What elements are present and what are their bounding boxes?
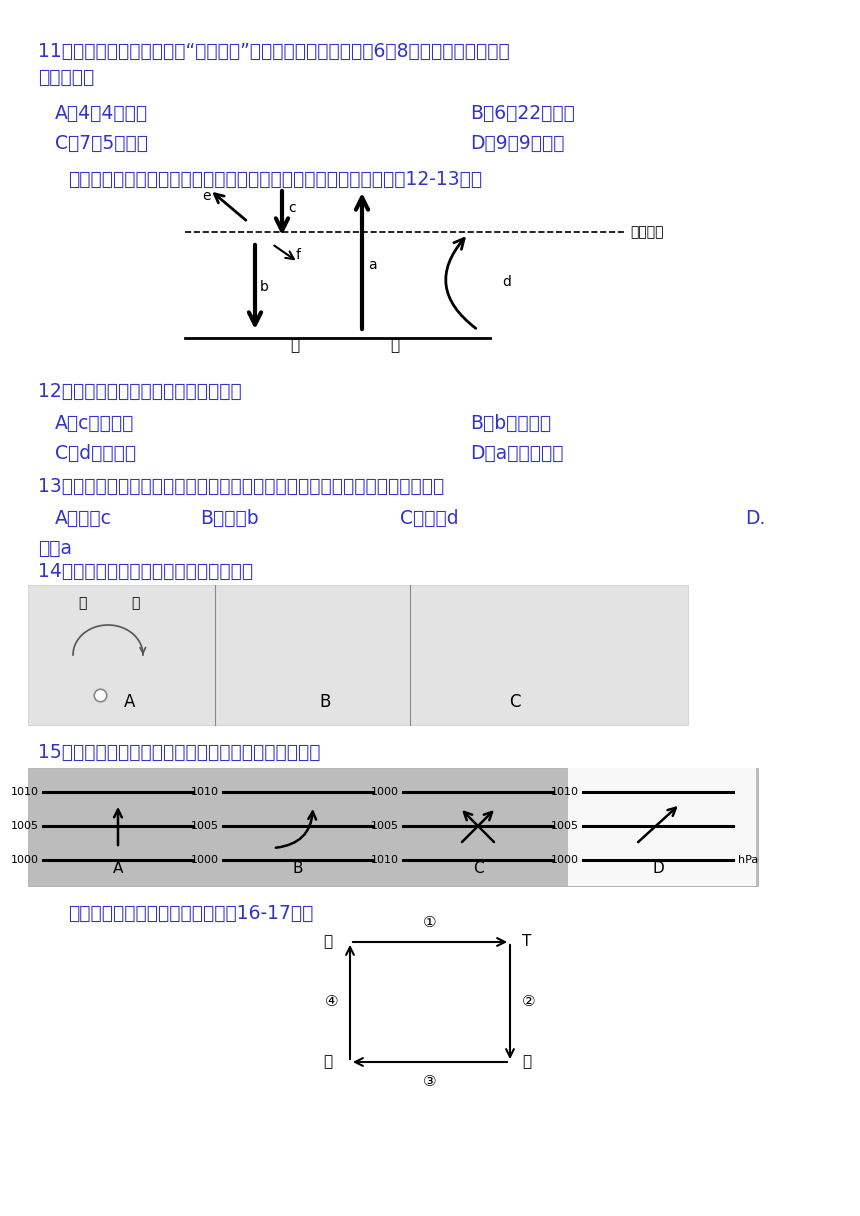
Text: 1005: 1005 — [371, 821, 399, 831]
Text: A．c太阳辐射: A．c太阳辐射 — [55, 413, 134, 433]
Text: C．d地面辐射: C．d地面辐射 — [55, 444, 136, 463]
Text: D．9月9日前后: D．9月9日前后 — [470, 134, 564, 153]
Text: 1000: 1000 — [371, 787, 399, 796]
Text: B．b大气辐射: B．b大气辐射 — [470, 413, 551, 433]
Text: 甲: 甲 — [322, 1054, 332, 1070]
Text: 乙: 乙 — [522, 1054, 531, 1070]
Text: 1010: 1010 — [371, 855, 399, 865]
Text: ②: ② — [522, 995, 536, 1009]
Text: 陆: 陆 — [77, 596, 86, 610]
Text: 地: 地 — [291, 338, 299, 353]
Text: C: C — [473, 861, 483, 876]
Text: ④: ④ — [324, 995, 338, 1009]
Text: e: e — [202, 188, 211, 203]
Text: hPa: hPa — [738, 855, 759, 865]
Text: D．a大气逆辐射: D．a大气逆辐射 — [470, 444, 563, 463]
Text: 1000: 1000 — [191, 855, 219, 865]
Text: 12．近地面大气主要的、直接热量来自: 12．近地面大气主要的、直接热量来自 — [38, 382, 242, 401]
Text: 15．下列四副图中，能正确表示南半球近地面风向的是: 15．下列四副图中，能正确表示南半球近地面风向的是 — [38, 743, 321, 762]
Text: 1010: 1010 — [11, 787, 39, 796]
Text: 14．下列四副热力环流示意图，正确的是: 14．下列四副热力环流示意图，正确的是 — [38, 562, 253, 581]
Bar — [388, 769, 556, 886]
Text: f: f — [296, 248, 301, 261]
Text: 1005: 1005 — [191, 821, 219, 831]
Text: 13．霜冻多出现在晚秋或寒冬季节晴朗的夜晓，用人造烟雾来防御霜冻的原理是: 13．霜冻多出现在晚秋或寒冬季节晴朗的夜晓，用人造烟雾来防御霜冻的原理是 — [38, 477, 445, 496]
Text: C: C — [509, 693, 521, 711]
Text: 1000: 1000 — [551, 855, 579, 865]
Text: 面: 面 — [390, 338, 400, 353]
Text: 1005: 1005 — [551, 821, 579, 831]
Text: ①: ① — [423, 914, 437, 930]
Text: 读下图，甲和乙位于近地面，完成16-17题。: 读下图，甲和乙位于近地面，完成16-17题。 — [68, 903, 313, 923]
Text: 1010: 1010 — [551, 787, 579, 796]
Text: A．减弱c: A．减弱c — [55, 510, 112, 528]
Text: 1010: 1010 — [191, 787, 219, 796]
Text: 海: 海 — [131, 596, 139, 610]
Text: A: A — [125, 693, 136, 711]
Text: ③: ③ — [423, 1074, 437, 1090]
Bar — [28, 585, 688, 725]
Text: b: b — [260, 280, 269, 294]
Text: D: D — [652, 861, 664, 876]
Text: C．7月5日前后: C．7月5日前后 — [55, 134, 148, 153]
Text: 1000: 1000 — [11, 855, 39, 865]
Text: 1005: 1005 — [11, 821, 39, 831]
Text: 增强a: 增强a — [38, 539, 72, 558]
Text: B: B — [319, 693, 331, 711]
Bar — [28, 769, 758, 886]
Text: 生的时间为: 生的时间为 — [38, 68, 95, 88]
Bar — [568, 769, 756, 886]
Text: 丙: 丙 — [322, 935, 332, 950]
Bar — [208, 769, 376, 886]
Text: A．4月4日前后: A．4月4日前后 — [55, 105, 148, 123]
Text: B: B — [292, 861, 304, 876]
Text: d: d — [502, 275, 511, 289]
Bar — [28, 769, 196, 886]
Text: D.: D. — [745, 510, 765, 528]
Text: B．增强b: B．增强b — [200, 510, 259, 528]
Text: 下图表示大气对太阳辐射的削弱作用和对地面的保温作用，读图回畇12-13题。: 下图表示大气对太阳辐射的削弱作用和对地面的保温作用，读图回畇12-13题。 — [68, 170, 482, 188]
Text: B．6月22日前后: B．6月22日前后 — [470, 105, 574, 123]
Text: 大气上界: 大气上界 — [630, 225, 664, 240]
Text: A: A — [113, 861, 123, 876]
Text: 11．该地一年中有两次出现“立篹无影”的奇观，其中一次发生在6月8日前后，另外一次发: 11．该地一年中有两次出现“立篹无影”的奇观，其中一次发生在6月8日前后，另外一… — [38, 43, 510, 61]
Text: c: c — [288, 201, 296, 215]
Text: T: T — [522, 935, 531, 950]
Text: C．减弱d: C．减弱d — [400, 510, 458, 528]
Text: a: a — [368, 258, 377, 272]
